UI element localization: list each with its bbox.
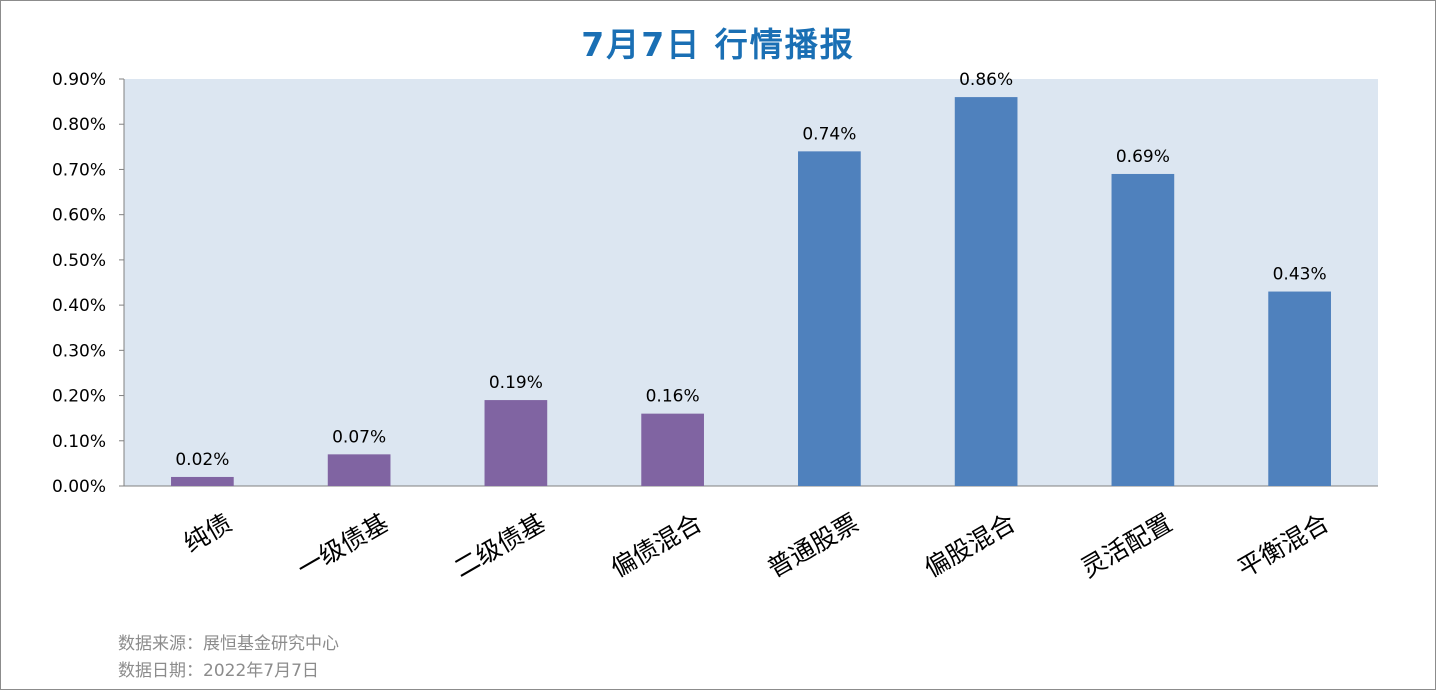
y-tick-label: 0.40% [52, 296, 106, 316]
y-tick-label: 0.50% [52, 251, 106, 271]
x-tick-label: 灵活配置 [1076, 508, 1177, 583]
bar [641, 413, 704, 486]
chart-title: 7月7日 行情播报 [581, 25, 855, 64]
bar [484, 400, 548, 486]
x-tick-label: 纯债 [179, 508, 237, 558]
data-label: 0.02% [175, 450, 229, 470]
x-tick-label: 偏股混合 [919, 508, 1020, 583]
y-tick-label: 0.80% [52, 115, 106, 135]
y-tick-label: 0.90% [52, 70, 106, 90]
plot-area [124, 79, 1378, 486]
data-label: 0.86% [959, 70, 1013, 90]
date-note: 数据日期：2022年7月7日 [118, 661, 319, 681]
x-tick-label: 平衡混合 [1233, 508, 1334, 583]
source-note: 数据来源：展恒基金研究中心 [118, 634, 339, 654]
bar [171, 476, 234, 486]
x-tick-label: 一级债基 [292, 508, 393, 583]
x-tick-label: 二级债基 [449, 508, 550, 583]
bar [327, 454, 391, 486]
bar [798, 151, 861, 486]
y-tick-label: 0.60% [52, 206, 106, 226]
y-tick-label: 0.20% [52, 387, 106, 407]
data-label: 0.43% [1273, 265, 1327, 285]
bar [954, 97, 1018, 486]
bar [1268, 291, 1331, 486]
data-label: 0.19% [489, 373, 543, 393]
data-label: 0.69% [1116, 147, 1170, 167]
data-label: 0.07% [332, 427, 386, 447]
y-tick-label: 0.00% [52, 477, 106, 497]
y-tick-label: 0.30% [52, 341, 106, 361]
x-tick-label: 偏债混合 [606, 508, 707, 583]
x-tick-label: 普通股票 [762, 508, 863, 583]
data-label: 0.74% [802, 124, 856, 144]
bar [1111, 173, 1175, 486]
y-tick-label: 0.10% [52, 432, 106, 452]
data-label: 0.16% [646, 387, 700, 407]
y-tick-label: 0.70% [52, 160, 106, 180]
